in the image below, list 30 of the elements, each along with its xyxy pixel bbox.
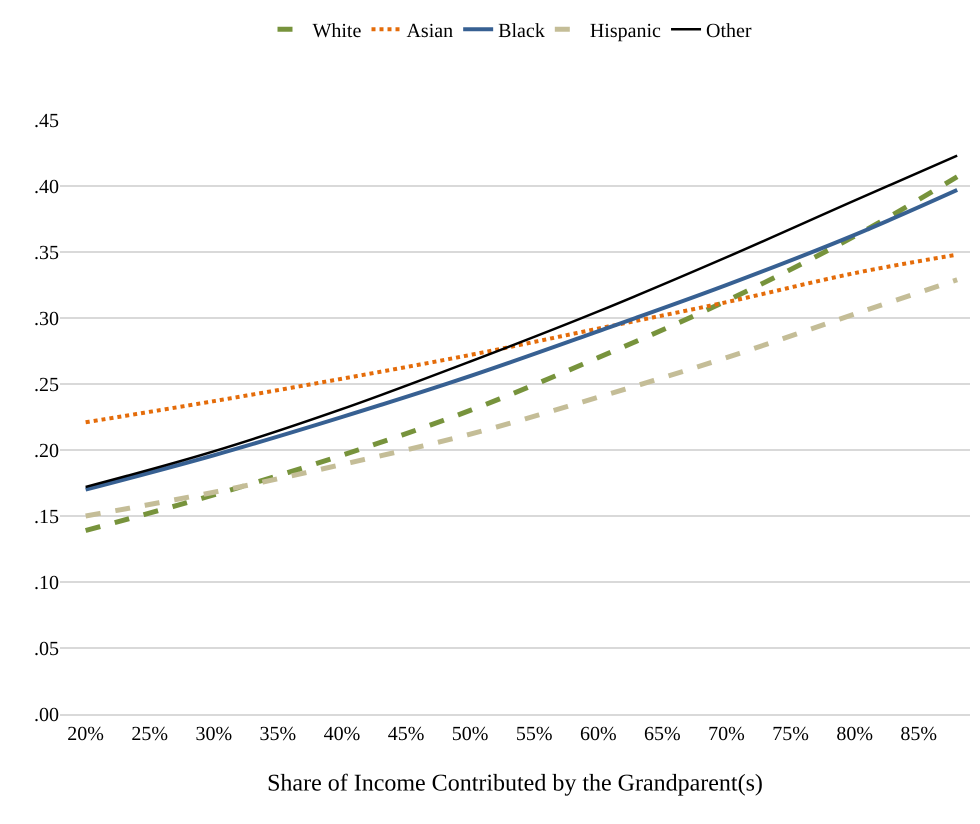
x-tick-label: 55% bbox=[516, 722, 553, 745]
x-tick-label: 30% bbox=[195, 722, 232, 745]
legend-label: Hispanic bbox=[590, 20, 662, 42]
legend-label: Other bbox=[706, 20, 752, 42]
x-tick-label: 70% bbox=[708, 722, 745, 745]
y-tick-label: .40 bbox=[34, 176, 59, 198]
x-tick-label: 85% bbox=[900, 722, 938, 745]
y-tick-label: .10 bbox=[34, 572, 59, 594]
x-tick-label: 75% bbox=[772, 722, 809, 745]
y-tick-label: .25 bbox=[34, 374, 59, 396]
y-tick-label: .05 bbox=[34, 638, 59, 660]
x-tick-label: 65% bbox=[644, 722, 681, 745]
y-tick-label: .20 bbox=[34, 440, 59, 462]
y-tick-label: .35 bbox=[34, 242, 59, 264]
x-axis-title: Share of Income Contributed by the Grandparent(s) bbox=[267, 770, 763, 797]
y-tick-label: .15 bbox=[34, 506, 59, 528]
x-tick-label: 60% bbox=[580, 722, 617, 745]
x-tick-label: 50% bbox=[452, 722, 488, 745]
x-tick-label: 35% bbox=[260, 722, 296, 745]
x-tick-label: 20% bbox=[67, 722, 104, 745]
legend-label: Black bbox=[498, 20, 545, 42]
legend-label: Asian bbox=[406, 20, 454, 42]
x-tick-label: 80% bbox=[836, 722, 873, 745]
y-tick-label: .45 bbox=[34, 110, 59, 132]
x-tick-label: 45% bbox=[388, 722, 424, 745]
y-tick-label: .30 bbox=[34, 308, 59, 330]
x-tick-label: 40% bbox=[324, 722, 360, 745]
legend-label: White bbox=[312, 20, 362, 42]
y-tick-label: .00 bbox=[34, 704, 59, 726]
x-tick-label: 25% bbox=[131, 722, 168, 745]
